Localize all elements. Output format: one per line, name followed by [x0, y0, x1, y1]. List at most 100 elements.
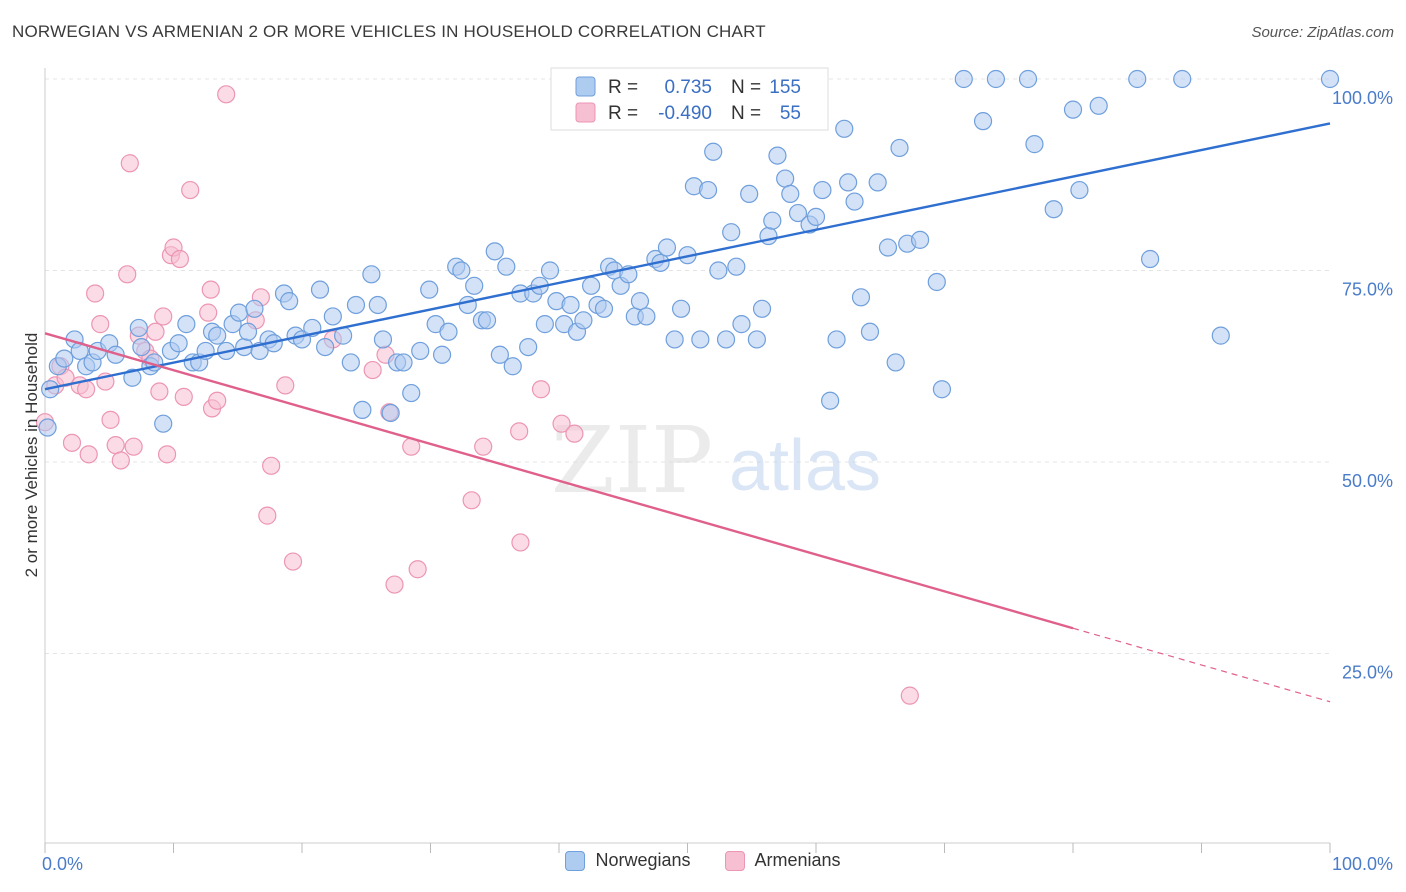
- norwegians-point-125: [886, 353, 905, 372]
- norwegians-point-87: [630, 292, 650, 311]
- axes: [44, 68, 1331, 853]
- armenians-point-30: [201, 280, 220, 299]
- norwegians-point-134: [1018, 69, 1038, 89]
- watermark-zip: ZIP: [551, 407, 713, 514]
- norwegians-point-104: [740, 184, 759, 203]
- armenians-point-13: [111, 451, 130, 470]
- armenians-point-16: [124, 437, 143, 456]
- norwegians-point-88: [637, 307, 656, 326]
- armenians-point-21: [150, 382, 169, 401]
- norwegians-point-122: [860, 322, 880, 341]
- armenians-point-53: [565, 424, 584, 443]
- armenians-point-27: [174, 387, 193, 406]
- norwegians-point-49: [381, 403, 400, 423]
- norwegians-point-45: [353, 400, 372, 420]
- norwegians-point-109: [768, 146, 787, 165]
- norwegians-point-18: [169, 334, 188, 353]
- norwegians-point-115: [813, 180, 832, 200]
- norwegians-point-44: [346, 295, 366, 315]
- norwegians-point-35: [280, 292, 299, 311]
- norwegians-point-119: [839, 173, 858, 192]
- norwegians-point-43: [341, 353, 360, 372]
- norwegians-point-41: [323, 307, 342, 326]
- norwegians-point-46: [362, 265, 381, 284]
- armenians-point-7: [79, 445, 98, 464]
- legend-item-armenians[interactable]: Armenians: [724, 850, 841, 871]
- armenians-point-32: [208, 391, 227, 410]
- norwegians-point-76: [561, 295, 580, 315]
- armenians-point-38: [276, 376, 295, 395]
- norwegians-point-93: [671, 299, 691, 318]
- legend-swatch-norwegians: [565, 850, 586, 871]
- norwegians-point-126: [890, 138, 909, 158]
- chart-title: NORWEGIAN VS ARMENIAN 2 OR MORE VEHICLES…: [12, 22, 766, 41]
- armenians-point-9: [91, 315, 110, 334]
- norwegians-point-48: [373, 330, 393, 349]
- y-tick-label-1: 75.0%: [1342, 280, 1393, 300]
- armenians-point-51: [531, 380, 551, 399]
- norwegians-point-99: [709, 261, 728, 280]
- legend-r-value: 0.735: [664, 77, 712, 98]
- legend-item-norwegians[interactable]: Norwegians: [565, 850, 691, 871]
- norwegians-point-61: [465, 276, 484, 295]
- norwegians-point-56: [432, 345, 452, 364]
- armenians-point-14: [118, 265, 137, 284]
- norwegians-point-105: [747, 330, 766, 349]
- armenians-point-49: [510, 422, 529, 441]
- norwegians-point-111: [781, 184, 800, 203]
- norwegians-point-101: [722, 223, 741, 242]
- legend-n-value: 55: [780, 103, 801, 124]
- trendlines: [44, 122, 1331, 703]
- source-label: Source: ZipAtlas.com: [1251, 24, 1394, 41]
- armenians-point-6: [77, 380, 96, 399]
- norwegians-point-39: [310, 280, 330, 299]
- norwegians-point-53: [411, 341, 430, 361]
- norwegians-point-117: [827, 330, 846, 349]
- norwegians-point-142: [1173, 69, 1192, 89]
- legend-n-value: 155: [769, 77, 801, 98]
- watermark: ZIP atlas: [551, 407, 881, 514]
- norwegians-point-123: [868, 173, 887, 192]
- legend-label-armenians: Armenians: [754, 850, 841, 870]
- legend-swatch-armenians: [575, 102, 596, 123]
- norwegians-point-133: [986, 69, 1006, 89]
- norwegians-point-92: [665, 330, 684, 349]
- norwegians-point-73: [540, 261, 560, 280]
- norwegians-point-97: [698, 180, 718, 200]
- armenians-point-11: [101, 410, 120, 429]
- legend-n-label: N =: [731, 77, 761, 98]
- norwegians-point-114: [806, 207, 826, 226]
- norwegians-point-112: [788, 203, 808, 223]
- norwegians-point-27: [229, 303, 249, 322]
- armenians-point-8: [86, 284, 105, 303]
- armenians-point-23: [157, 445, 177, 464]
- norwegians-point-78: [574, 311, 593, 330]
- correlation-legend: R = 0.735 N = 155 R = -0.490 N = 55: [550, 67, 829, 131]
- armenians-point-44: [385, 575, 404, 594]
- legend-r-value: -0.490: [658, 103, 712, 124]
- norwegians-point-51: [394, 353, 413, 372]
- armenians-point-29: [199, 303, 218, 322]
- norwegians-point-64: [485, 242, 504, 261]
- armenians-point-4: [62, 433, 82, 452]
- norwegians-point-69: [519, 338, 538, 357]
- norwegians-point-132: [973, 112, 993, 131]
- norwegians-point-136: [1044, 200, 1063, 219]
- norwegians-point-79: [582, 276, 601, 295]
- norwegians-point-118: [835, 119, 854, 138]
- y-tick-label-3: 25.0%: [1342, 663, 1393, 683]
- armenians-point-50: [511, 533, 530, 552]
- armenians-point-41: [363, 360, 382, 380]
- norwegians-point-139: [1089, 96, 1108, 115]
- armenians-trendline-extension: [1072, 627, 1331, 703]
- armenians-point-20: [146, 322, 165, 341]
- norwegians-point-47: [368, 295, 387, 315]
- norwegians-point-96: [691, 330, 710, 349]
- armenians-point-46: [408, 560, 427, 579]
- armenians-point-54: [900, 686, 919, 705]
- norwegians-point-106: [752, 299, 772, 318]
- y-tick-label-2: 50.0%: [1342, 471, 1393, 491]
- norwegians-point-102: [727, 257, 746, 276]
- armenians-point-36: [258, 506, 277, 525]
- norwegians-point-60: [458, 295, 477, 315]
